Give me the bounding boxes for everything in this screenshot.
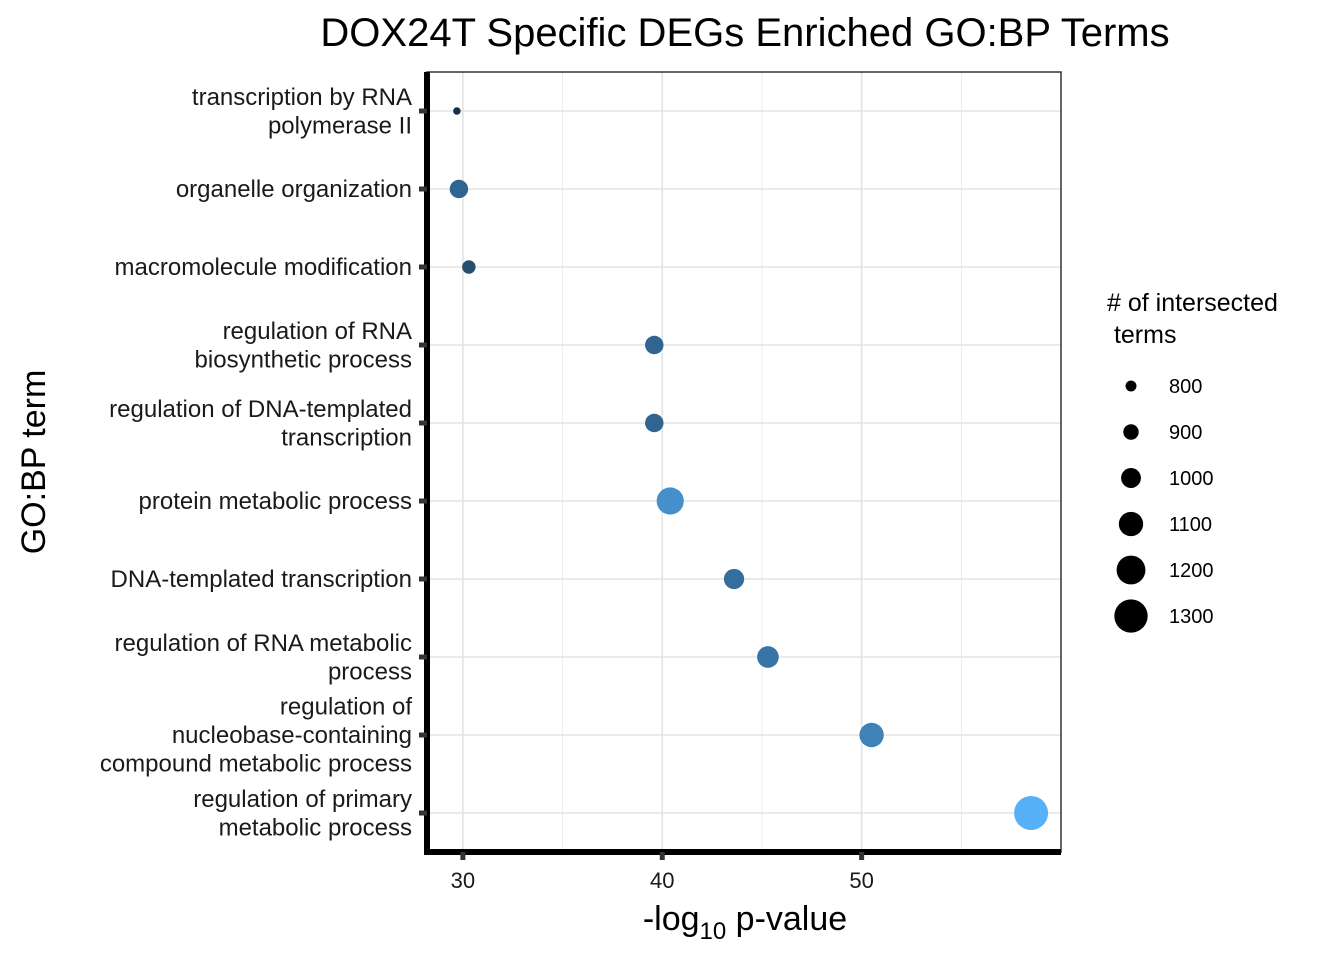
legend-key-circle [1114,599,1148,633]
data-point [1014,796,1049,830]
y-axis-title: GO:BP term [15,370,53,555]
x-tick-labels: 30 40 50 [451,868,874,893]
y-tick-label: transcription by RNA polymerase II [192,84,412,140]
y-tick-label: DNA-templated transcription [111,566,412,593]
data-point [757,646,779,668]
y-tick-label: regulation of RNA biosynthetic process [195,318,412,374]
legend-key-circle [1123,424,1139,440]
x-tick-label: 50 [849,868,873,893]
legend-title: # of intersected terms [1107,289,1278,349]
x-axis-title: -log10 p-value [643,900,847,945]
legend-key-circle [1121,468,1141,488]
data-point [462,260,476,274]
legend-key-circle [1118,511,1144,537]
x-tick-label: 30 [451,868,475,893]
y-tick-label: regulation of DNA-templated transcription [109,396,412,452]
y-tick-label: organelle organization [176,176,412,203]
legend-key-label: 1100 [1169,514,1212,536]
legend-key-label: 1200 [1169,560,1214,582]
grid [427,72,1061,852]
data-point [859,722,884,748]
legend-key-label: 800 [1169,376,1202,398]
data-point [453,107,461,115]
data-point [645,413,664,433]
legend-key-label: 1000 [1169,468,1214,490]
data-point [656,487,684,515]
legend-key-circle [1116,555,1146,585]
y-tick-label: protein metabolic process [139,488,412,515]
legend-key-circle [1125,380,1137,392]
data-point [723,568,745,590]
chart-title: DOX24T Specific DEGs Enriched GO:BP Term… [320,11,1169,55]
y-tick-label: regulation of RNA metabolic process [115,630,413,686]
y-tick-label: regulation of nucleobase-containing compou… [100,694,413,778]
legend-key-label: 1300 [1169,606,1214,628]
legend-key-label: 900 [1169,422,1202,444]
data-point [645,335,664,355]
y-tick-label: regulation of primary metabolic process [193,786,412,842]
y-tick-labels: transcription by RNA polymerase II organel… [100,84,413,842]
points-layer [449,107,1049,830]
axes [419,72,1061,860]
y-tick-label: macromolecule modification [115,254,412,281]
x-tick-label: 40 [650,868,674,893]
data-point [449,179,469,199]
size-legend: # of intersected terms 800 900 1000 1100 1200… [1107,289,1278,633]
